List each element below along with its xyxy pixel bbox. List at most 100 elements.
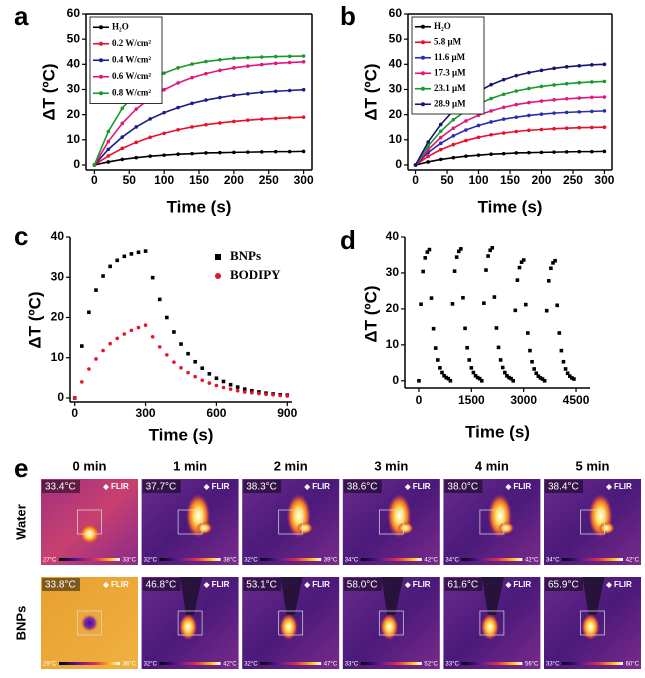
data-point (514, 151, 519, 155)
measure-box (77, 509, 102, 535)
legend-marker (99, 74, 103, 79)
scale-bar (360, 662, 422, 665)
scale-bar (159, 662, 221, 665)
y-tick-label: 0 (395, 157, 402, 171)
data-point (176, 81, 180, 85)
measure-box (580, 610, 605, 636)
data-point (547, 279, 551, 283)
data-point (526, 331, 530, 335)
data-point (438, 366, 442, 370)
hot-spot (279, 614, 298, 640)
scale-min: 27°C (43, 558, 57, 564)
logo: FLIR (513, 580, 531, 589)
reading-bg (243, 578, 282, 591)
data-point (444, 375, 448, 380)
data-point (552, 126, 556, 131)
reading: 65.9°C (548, 580, 579, 591)
data-point (218, 121, 222, 125)
legend-marker (99, 58, 103, 63)
logo: FLIR (212, 482, 230, 491)
data-point (232, 150, 236, 155)
data-point (438, 135, 443, 140)
data-point (501, 117, 506, 121)
y-tick-label: 60 (67, 6, 81, 20)
series-line (93, 116, 304, 166)
data-point (301, 87, 306, 92)
data-point (232, 119, 236, 124)
series-line (415, 126, 605, 166)
data-point (259, 55, 264, 59)
legend-label: 0.4 W/cm² (112, 54, 151, 64)
scale-bar (461, 662, 523, 665)
measure-box (77, 610, 102, 636)
data-point (106, 129, 111, 134)
panel-label: a (14, 1, 29, 31)
data-point (120, 121, 125, 126)
legend-marker (99, 91, 103, 96)
data-point (539, 84, 544, 89)
data-point (553, 258, 557, 263)
x-tick-label: 4500 (563, 393, 590, 407)
data-point (259, 90, 264, 95)
reading-bg (42, 578, 80, 591)
legend-box (411, 16, 485, 115)
series-line (414, 80, 605, 166)
data-point (134, 125, 139, 129)
data-point (513, 308, 518, 313)
legend-label: H₂O (112, 21, 129, 31)
data-point (287, 60, 292, 65)
y-tick-label: 20 (389, 107, 403, 121)
scale-max: 36°C (123, 662, 137, 668)
data-point (287, 115, 292, 120)
data-point (577, 96, 582, 100)
data-point (539, 112, 544, 116)
data-point (120, 157, 125, 162)
data-point (122, 332, 127, 336)
scale-max: 39°C (324, 558, 338, 564)
data-point (301, 115, 306, 119)
data-point (552, 83, 556, 87)
y-axis-label: ΔT (ºC) (361, 285, 380, 342)
data-point (259, 117, 264, 121)
legend-marker (421, 55, 425, 60)
reading: 61.6°C (447, 580, 478, 591)
y-tick-label: 60 (389, 6, 403, 20)
data-point (438, 129, 443, 134)
data-point (246, 118, 250, 122)
data-point (501, 77, 506, 82)
data-point (271, 392, 275, 397)
data-point (235, 385, 240, 389)
data-point (148, 117, 152, 121)
logo: FLIR (312, 482, 330, 491)
data-point (287, 149, 292, 154)
data-point (542, 379, 547, 383)
data-point (232, 56, 236, 61)
scale-min: 32°C (144, 558, 158, 564)
scale-bar (562, 558, 623, 561)
data-point (452, 269, 457, 273)
data-point (534, 371, 539, 376)
panel-label: d (340, 225, 356, 255)
x-tick-label: 50 (123, 173, 137, 187)
data-point (459, 247, 463, 251)
x-tick-label: 300 (136, 406, 156, 420)
data-point (433, 346, 438, 350)
x-axis-label: Time (s) (149, 425, 214, 444)
scale-min: 33°C (345, 662, 359, 668)
data-point (129, 252, 134, 256)
legend-marker (99, 41, 103, 46)
data-point (427, 247, 432, 252)
data-point (564, 96, 569, 101)
series-line (414, 110, 605, 166)
data-point (577, 80, 582, 85)
reading: 33.8°C (45, 580, 76, 591)
data-point (176, 66, 180, 70)
data-point (87, 367, 91, 371)
legend-marker (421, 102, 425, 107)
data-point (120, 135, 125, 139)
data-point (467, 358, 472, 362)
data-point (486, 254, 490, 258)
data-point (273, 89, 278, 94)
x-tick-label: 600 (206, 406, 226, 420)
data-point (514, 129, 519, 134)
